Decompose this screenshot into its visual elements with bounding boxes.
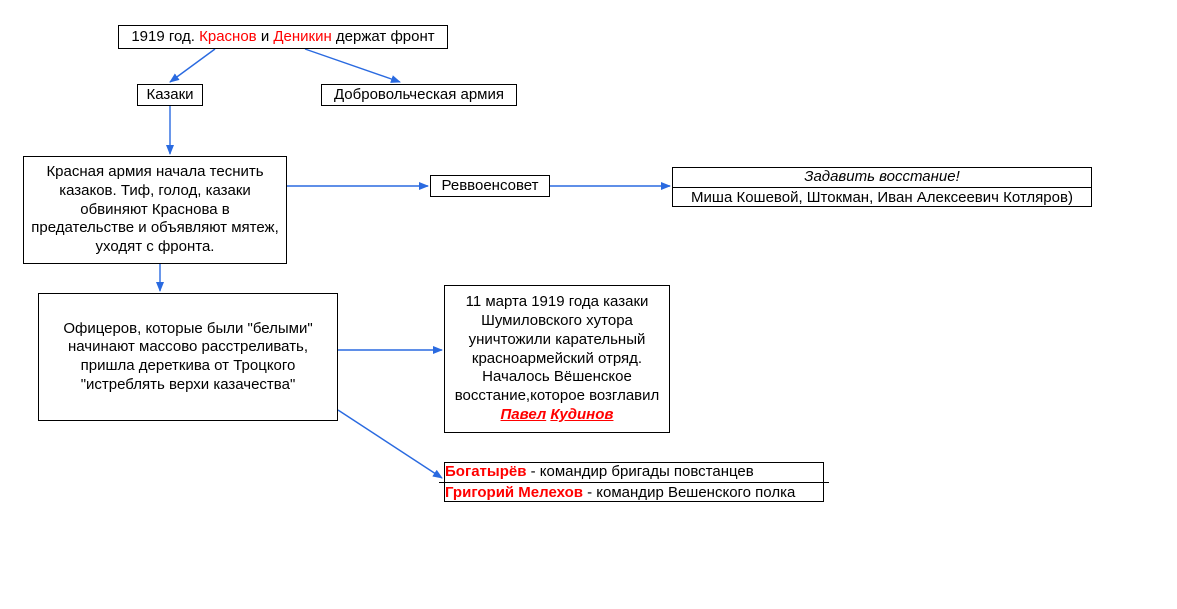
redpush-text: Красная армия начала теснить казаков. Ти… [30, 163, 280, 257]
node-cossacks: Казаки [137, 84, 203, 106]
uprising-leader-first: Павел [501, 406, 547, 423]
node-commanders: Богатырёв - командир бригады повстанцев … [444, 462, 824, 502]
title-post: держат фронт [332, 28, 435, 45]
title-name2: Деникин [273, 28, 331, 45]
node-officers-executed: Офицеров, которые были "белыми" начинают… [38, 293, 338, 421]
uprising-leader-last: Кудинов [550, 406, 613, 423]
commander2-rest: - командир Вешенского полка [583, 484, 795, 501]
node-veshenskaya-uprising: 11 марта 1919 года казаки Шумиловского х… [444, 285, 670, 433]
title-mid: и [257, 28, 274, 45]
officers-text: Офицеров, которые были "белыми" начинают… [45, 320, 331, 395]
crush-line2: Миша Кошевой, Штокман, Иван Алексеевич К… [673, 188, 1091, 208]
edge-title-to-volunteer [305, 49, 400, 82]
crush-line1: Задавить восстание! [673, 167, 1091, 188]
node-red-army-push: Красная армия начала теснить казаков. Ти… [23, 156, 287, 264]
node-revvoensovet: Реввоенсовет [430, 175, 550, 197]
volunteer-label: Добровольческая армия [334, 86, 504, 105]
cossacks-label: Казаки [146, 86, 193, 105]
commander1-rest: - командир бригады повстанцев [526, 463, 753, 480]
revvoensovet-label: Реввоенсовет [442, 177, 539, 196]
title-name1: Краснов [199, 28, 257, 45]
node-volunteer-army: Добровольческая армия [321, 84, 517, 106]
node-crush-uprising: Задавить восстание! Миша Кошевой, Штокма… [672, 167, 1092, 207]
commander2-name: Григорий Мелехов [445, 484, 583, 501]
commander1-name: Богатырёв [445, 463, 526, 480]
edge-title-to-cossacks [170, 49, 215, 82]
edge-officers-to-commanders [338, 410, 442, 478]
title-pre: 1919 год. [131, 28, 199, 45]
node-title: 1919 год. Краснов и Деникин держат фронт [118, 25, 448, 49]
uprising-pre: 11 марта 1919 года казаки Шумиловского х… [455, 293, 660, 404]
